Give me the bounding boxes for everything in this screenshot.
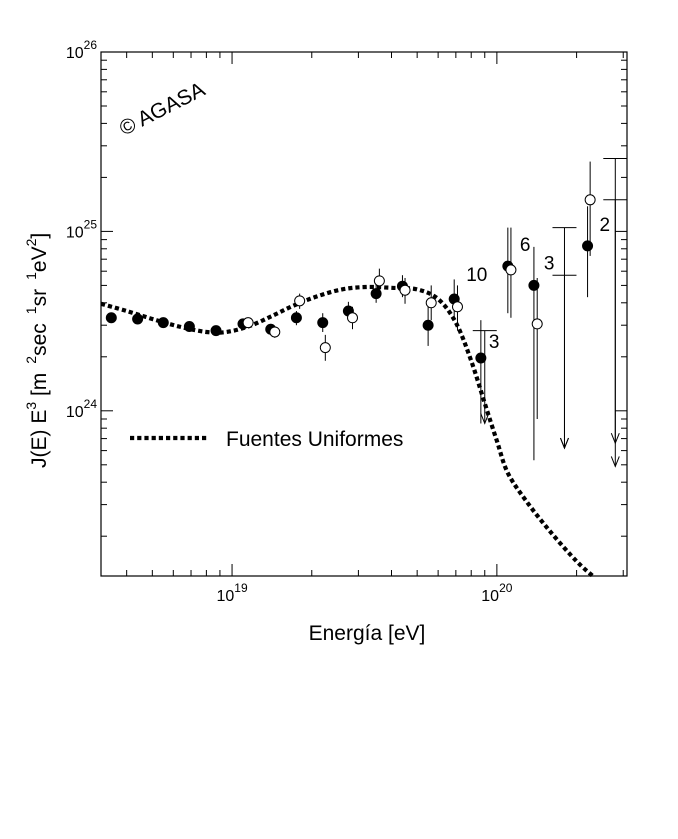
data-point-filled	[132, 313, 144, 325]
data-point-filled	[317, 317, 329, 329]
y-label-exp: 3	[23, 402, 39, 410]
y-label-open: [m	[28, 373, 51, 402]
x-tick-label-base: 10	[216, 588, 234, 605]
data-point-open	[242, 317, 254, 329]
event-count-label: 2	[600, 215, 611, 236]
y-tick-label: 1025	[66, 217, 97, 241]
y-label-ev-exp: 2	[23, 238, 39, 246]
y-tick-label: 1026	[66, 38, 97, 62]
y-label-ev: eV	[28, 246, 51, 272]
upper-limit-arrow	[560, 437, 569, 450]
x-tick-label: 1020	[481, 581, 512, 605]
y-tick-label-exp: 24	[84, 397, 98, 411]
upper-limit-arrow	[480, 413, 490, 425]
data-point-open	[347, 312, 359, 324]
y-label-close: ]	[28, 233, 51, 239]
data-point-filled	[475, 352, 487, 364]
points-layer	[105, 161, 596, 461]
data-point-filled	[582, 240, 594, 252]
uniform-sources-curve	[100, 284, 595, 578]
plot-frame	[100, 51, 628, 577]
y-tick-label: 1024	[66, 397, 97, 421]
data-point-open	[531, 318, 543, 330]
data-point-open	[373, 275, 385, 287]
upper-limits-layer	[472, 157, 628, 468]
data-point-open	[399, 284, 411, 296]
data-point-open	[294, 295, 306, 307]
y-label-sr: sr	[28, 289, 51, 307]
x-tick-label-exp: 19	[234, 581, 248, 595]
upper-limit-arrow	[610, 456, 620, 468]
data-point-filled	[183, 321, 195, 333]
data-point-open	[584, 194, 596, 206]
y-label-sec: sec	[28, 323, 51, 356]
y-tick-label-exp: 26	[84, 38, 98, 52]
event-count-label: 3	[544, 253, 555, 274]
axis-ticks	[101, 52, 627, 576]
curve-layer	[100, 284, 595, 578]
data-point-filled	[528, 279, 540, 291]
y-label-base: J(E) E	[28, 410, 51, 468]
y-label-sr-exp: 1	[23, 272, 39, 280]
data-point-filled	[290, 312, 302, 324]
data-point-open	[451, 301, 463, 313]
x-axis-label: Energía [eV]	[309, 622, 426, 645]
data-point-filled	[210, 325, 222, 337]
event-count-label: 6	[520, 235, 531, 256]
data-point-filled	[105, 312, 117, 324]
legend-label: Fuentes Uniformes	[226, 428, 403, 451]
data-point-filled	[422, 319, 434, 331]
y-tick-label-base: 10	[66, 404, 84, 421]
legend: Fuentes Uniformes	[130, 428, 403, 451]
data-point-filled	[157, 317, 169, 329]
x-tick-label-base: 10	[481, 588, 499, 605]
y-tick-label-base: 10	[66, 45, 84, 62]
data-point-open	[505, 264, 517, 276]
watermark: © AGASA	[116, 78, 209, 140]
y-label-m-exp: 2	[23, 356, 39, 364]
y-tick-label-base: 10	[66, 224, 84, 241]
y-axis-label: J(E) E3 [m2sec1sr1eV2]	[23, 233, 51, 468]
data-point-open	[425, 297, 437, 309]
event-count-label: 10	[466, 265, 487, 286]
data-point-filled	[370, 288, 382, 300]
y-label-sec-exp: 1	[23, 306, 39, 314]
data-point-open	[319, 342, 331, 354]
x-tick-label-exp: 20	[499, 581, 513, 595]
data-point-open	[269, 326, 281, 338]
y-tick-label-exp: 25	[84, 217, 98, 231]
x-tick-label: 1019	[216, 581, 247, 605]
event-count-label: 3	[489, 332, 500, 353]
